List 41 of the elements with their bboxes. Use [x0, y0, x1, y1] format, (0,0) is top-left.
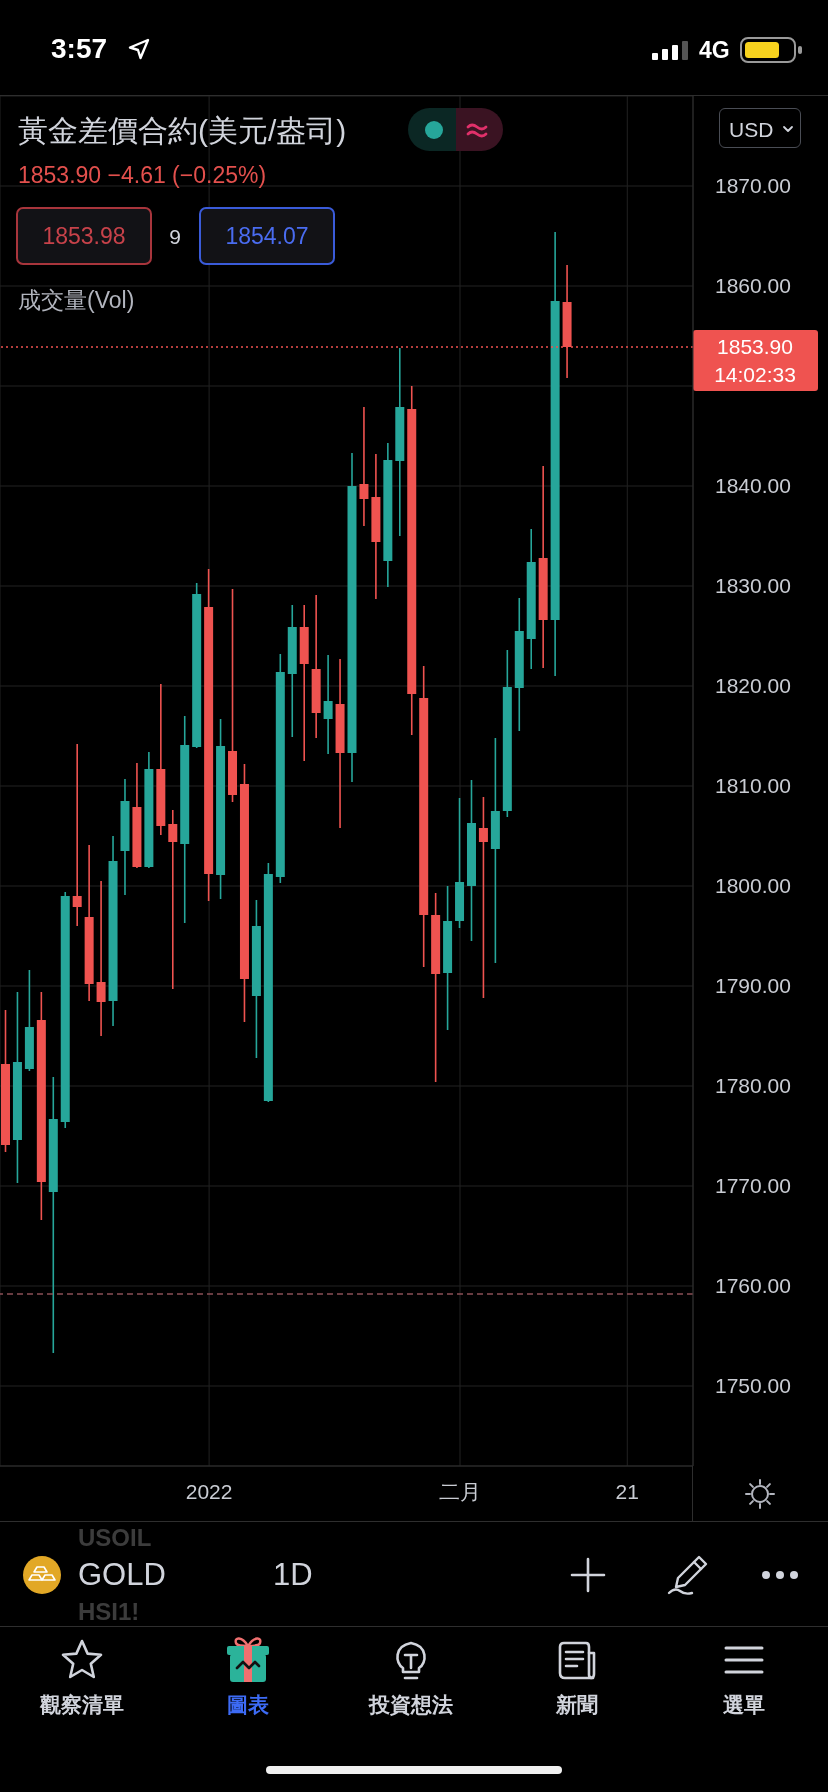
y-tick-label: 1780.00	[715, 1074, 791, 1098]
text: 4G	[699, 37, 730, 63]
candlestick	[359, 406, 369, 527]
annotation: 1853.98	[42, 223, 126, 249]
y-tick-label: 1840.00	[715, 474, 791, 498]
text: 選單	[723, 1692, 765, 1716]
text: 新聞	[556, 1692, 598, 1716]
candlestick	[323, 654, 333, 755]
y-tick-label: 1770.00	[715, 1174, 791, 1198]
y-tick-label: 1790.00	[715, 974, 791, 998]
y-tick-label: 1870.00	[715, 174, 791, 198]
ref-line-label: 1853.90	[717, 335, 793, 359]
text: 1853.90 −4.61 (−0.25%)	[18, 162, 267, 188]
y-tick-label: 1750.00	[715, 1374, 791, 1398]
text: USOIL	[78, 1523, 152, 1551]
y-tick-label: 1830.00	[715, 574, 791, 598]
text: GOLD	[78, 1557, 166, 1592]
x-tick-label: 2022	[185, 1479, 233, 1503]
text: 黃金差價合約(美元/盎司)	[18, 113, 347, 147]
text: 投資想法	[369, 1692, 453, 1716]
candlestick	[72, 743, 82, 927]
text: 觀察清單	[40, 1692, 124, 1716]
text: 圖表	[227, 1692, 269, 1716]
x-tick-label: 二月	[439, 1479, 482, 1503]
annotation: 1854.07	[225, 223, 309, 249]
text: 14:02:33	[714, 363, 796, 387]
annotation: 9	[169, 224, 181, 248]
text: 3:57	[51, 33, 108, 64]
y-tick-label: 1800.00	[715, 874, 791, 898]
candlestick	[96, 880, 106, 1037]
annotation: 成交量(Vol)	[18, 287, 135, 313]
y-tick-label: 1820.00	[715, 674, 791, 698]
text: USD	[729, 117, 774, 141]
candlestick	[478, 796, 488, 999]
text: 1D	[273, 1557, 313, 1592]
y-tick-label: 1810.00	[715, 774, 791, 798]
x-tick-label: 21	[615, 1479, 639, 1503]
y-tick-label: 1860.00	[715, 274, 791, 298]
y-tick-label: 1760.00	[715, 1274, 791, 1298]
candlestick	[168, 809, 178, 990]
text: HSI1!	[78, 1597, 140, 1625]
